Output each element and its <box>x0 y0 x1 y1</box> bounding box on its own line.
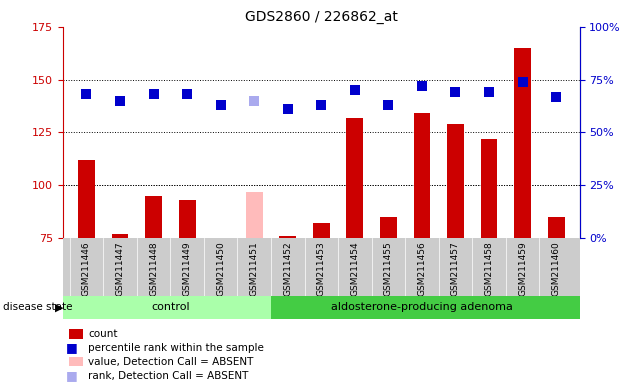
Bar <box>279 236 296 238</box>
Text: value, Detection Call = ABSENT: value, Detection Call = ABSENT <box>88 357 253 367</box>
Text: count: count <box>88 329 118 339</box>
Text: ■: ■ <box>66 341 77 354</box>
Bar <box>78 160 95 238</box>
Text: GSM211458: GSM211458 <box>484 241 493 296</box>
Bar <box>63 296 271 319</box>
Text: rank, Detection Call = ABSENT: rank, Detection Call = ABSENT <box>88 371 249 381</box>
Text: GSM211448: GSM211448 <box>149 241 158 296</box>
Text: ■: ■ <box>66 369 77 382</box>
Text: GSM211460: GSM211460 <box>552 241 561 296</box>
Title: GDS2860 / 226862_at: GDS2860 / 226862_at <box>245 10 398 25</box>
Bar <box>313 223 329 238</box>
Text: disease state: disease state <box>3 302 72 312</box>
Text: GSM211456: GSM211456 <box>418 241 427 296</box>
Bar <box>145 196 162 238</box>
Text: aldosterone-producing adenoma: aldosterone-producing adenoma <box>331 302 513 312</box>
Text: GSM211457: GSM211457 <box>451 241 460 296</box>
Text: GSM211450: GSM211450 <box>216 241 225 296</box>
Text: control: control <box>151 302 190 312</box>
Text: GSM211447: GSM211447 <box>115 241 125 296</box>
Bar <box>447 124 464 238</box>
Bar <box>547 217 564 238</box>
Text: GSM211454: GSM211454 <box>350 241 359 296</box>
Bar <box>179 200 195 238</box>
Text: percentile rank within the sample: percentile rank within the sample <box>88 343 264 353</box>
Text: GSM211449: GSM211449 <box>183 241 192 296</box>
Bar <box>346 118 364 238</box>
Bar <box>481 139 498 238</box>
Text: ▶: ▶ <box>55 302 64 312</box>
Text: GSM211451: GSM211451 <box>249 241 259 296</box>
Bar <box>514 48 531 238</box>
Bar <box>246 192 263 238</box>
Bar <box>380 217 397 238</box>
Bar <box>271 296 580 319</box>
Text: GSM211446: GSM211446 <box>82 241 91 296</box>
Text: GSM211455: GSM211455 <box>384 241 393 296</box>
Text: GSM211452: GSM211452 <box>284 241 292 296</box>
Bar <box>112 234 129 238</box>
Text: GSM211453: GSM211453 <box>317 241 326 296</box>
Text: GSM211459: GSM211459 <box>518 241 527 296</box>
Bar <box>413 114 430 238</box>
